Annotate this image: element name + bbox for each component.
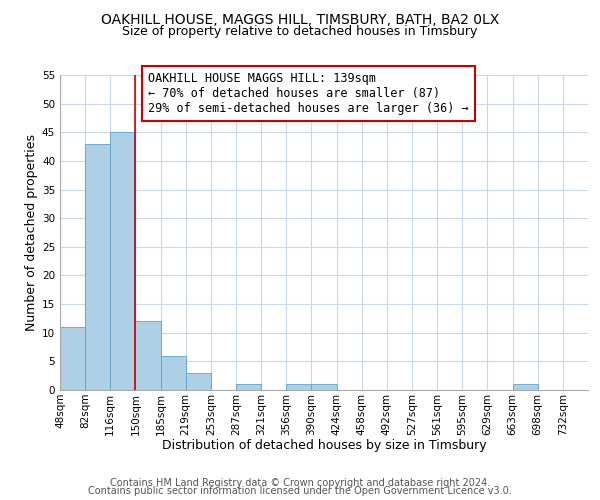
- Text: OAKHILL HOUSE, MAGGS HILL, TIMSBURY, BATH, BA2 0LX: OAKHILL HOUSE, MAGGS HILL, TIMSBURY, BAT…: [101, 12, 499, 26]
- Bar: [85, 144, 110, 390]
- Bar: [236, 384, 261, 390]
- Bar: [311, 384, 337, 390]
- Bar: [136, 322, 161, 390]
- Bar: [60, 327, 85, 390]
- Bar: [186, 373, 211, 390]
- Text: Contains public sector information licensed under the Open Government Licence v3: Contains public sector information licen…: [88, 486, 512, 496]
- X-axis label: Distribution of detached houses by size in Timsbury: Distribution of detached houses by size …: [161, 439, 487, 452]
- Text: OAKHILL HOUSE MAGGS HILL: 139sqm
← 70% of detached houses are smaller (87)
29% o: OAKHILL HOUSE MAGGS HILL: 139sqm ← 70% o…: [148, 72, 469, 115]
- Bar: [286, 384, 311, 390]
- Text: Size of property relative to detached houses in Timsbury: Size of property relative to detached ho…: [122, 25, 478, 38]
- Y-axis label: Number of detached properties: Number of detached properties: [25, 134, 38, 331]
- Bar: [110, 132, 136, 390]
- Bar: [512, 384, 538, 390]
- Bar: [161, 356, 186, 390]
- Text: Contains HM Land Registry data © Crown copyright and database right 2024.: Contains HM Land Registry data © Crown c…: [110, 478, 490, 488]
